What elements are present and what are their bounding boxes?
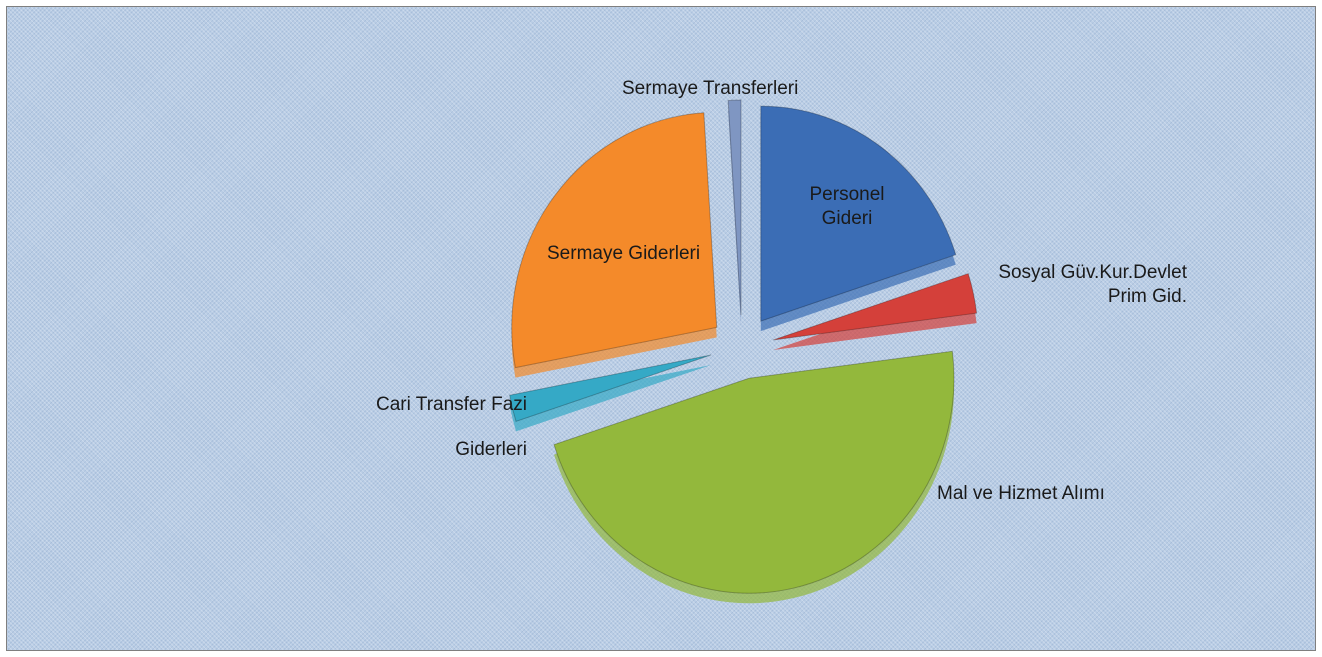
slice-label: Sosyal Güv.Kur.Devlet Prim Gid. xyxy=(998,262,1187,307)
slice-label: Mal ve Hizmet Alımı xyxy=(937,483,1105,504)
slice xyxy=(511,112,718,369)
slice-label: Sermaye Transferleri xyxy=(622,78,799,99)
slice xyxy=(727,99,742,316)
slice-label: Cari Transfer Fazi Giderleri xyxy=(376,394,527,460)
slice-label: Personel Gideri xyxy=(809,184,885,229)
slice xyxy=(553,350,955,594)
slice xyxy=(773,272,978,341)
slice xyxy=(509,354,712,423)
chart-area: Personel Gideri Sosyal Güv.Kur.Devlet Pri… xyxy=(6,6,1316,651)
pie xyxy=(509,99,978,604)
slice xyxy=(760,105,957,322)
slice-side xyxy=(509,364,712,432)
slice-label: Sermaye Giderleri xyxy=(547,243,701,264)
